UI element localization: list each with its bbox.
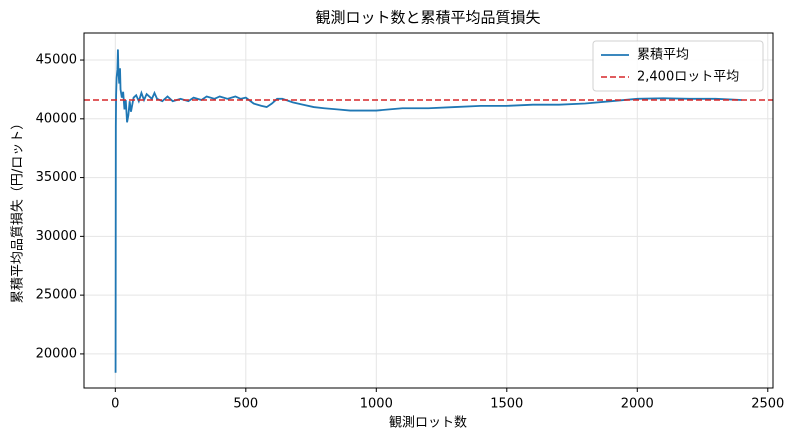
y-tick-label: 40000 <box>36 111 77 126</box>
x-tick-label: 500 <box>233 397 258 412</box>
legend-label: 2,400ロット平均 <box>637 70 739 85</box>
x-tick-label: 1000 <box>360 397 393 412</box>
chart-title: 観測ロット数と累積平均品質損失 <box>315 9 540 27</box>
y-tick-label: 20000 <box>36 346 77 361</box>
plot-frame <box>83 32 774 389</box>
y-tick-label: 30000 <box>36 229 77 244</box>
legend-box <box>592 40 764 92</box>
x-tick-label: 1500 <box>490 397 523 412</box>
y-tick-label: 45000 <box>36 53 77 68</box>
legend-label: 累積平均 <box>637 48 689 63</box>
x-tick-label: 2500 <box>751 397 784 412</box>
y-axis-label: 累積平均品質損失（円/ロット） <box>11 117 26 303</box>
x-axis-label: 観測ロット数 <box>389 416 467 431</box>
data-line <box>114 49 742 373</box>
x-tick-label: 2000 <box>621 397 654 412</box>
y-tick-label: 25000 <box>36 288 77 303</box>
y-tick-label: 35000 <box>36 170 77 185</box>
x-tick-label: 0 <box>111 397 119 412</box>
